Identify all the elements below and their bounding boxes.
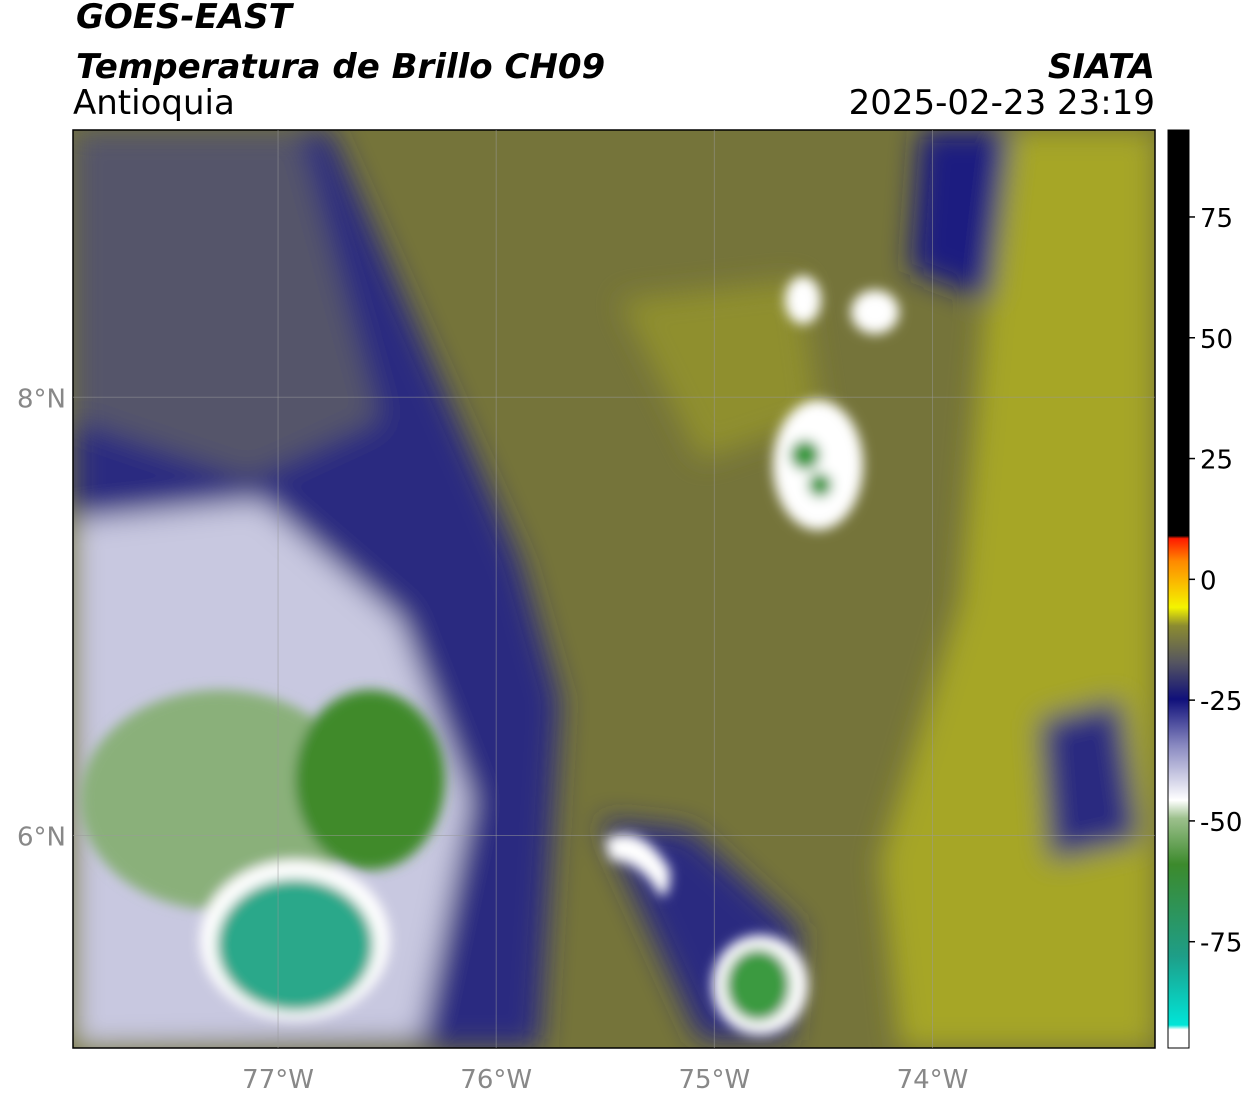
colorbar-tick-label: 25: [1200, 446, 1233, 476]
colorbar-tick-label: 0: [1200, 566, 1217, 596]
subtitle: Temperatura de Brillo CH09: [76, 47, 605, 87]
title: GOES-EAST: [76, 0, 295, 37]
datetime: 2025-02-23 23:19: [849, 83, 1155, 123]
x-tick-label: 74°W: [897, 1065, 969, 1095]
satellite-image: [73, 130, 1155, 1048]
y-tick-label: 6°N: [17, 822, 66, 852]
x-tick-label: 77°W: [242, 1065, 314, 1095]
x-tick-label: 75°W: [678, 1065, 750, 1095]
colorbar: [1167, 129, 1190, 1049]
colorbar-tick-label: -50: [1200, 808, 1242, 838]
colorbar-tick-label: -75: [1200, 929, 1242, 959]
colorbar-tick-label: -25: [1200, 687, 1242, 717]
y-tick-label: 8°N: [17, 384, 66, 414]
colorbar-ticks: 75 50 25 0 -25 -50 -75: [1189, 204, 1242, 959]
x-tick-label: 76°W: [460, 1065, 532, 1095]
map-frame: [72, 129, 1156, 1049]
colorbar-tick-label: 75: [1200, 204, 1233, 234]
region: Antioquia: [73, 83, 235, 123]
source: SIATA: [1048, 47, 1155, 87]
colorbar-tick-label: 50: [1200, 325, 1233, 355]
graticule: [73, 130, 1155, 1048]
